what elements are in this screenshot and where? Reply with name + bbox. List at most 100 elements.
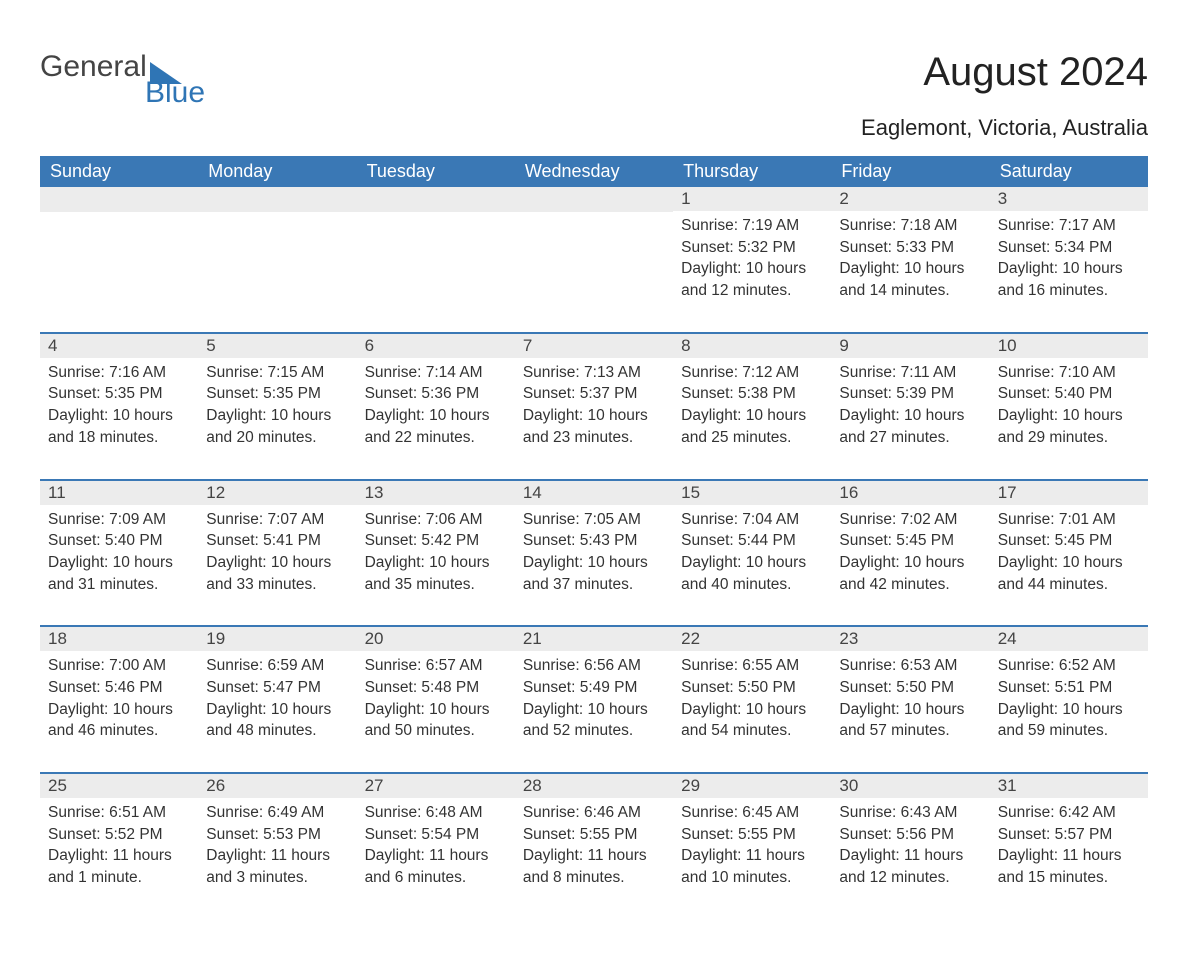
sunset-text: Sunset: 5:44 PM (681, 530, 823, 552)
day-number: 24 (990, 627, 1148, 651)
sunrise-text: Sunrise: 7:09 AM (48, 509, 190, 531)
day-number: 11 (40, 481, 198, 505)
day-cell: 17Sunrise: 7:01 AMSunset: 5:45 PMDayligh… (990, 481, 1148, 614)
day-info: Sunrise: 7:04 AMSunset: 5:44 PMDaylight:… (673, 505, 831, 596)
sunrise-text: Sunrise: 7:14 AM (365, 362, 507, 384)
day-number: 23 (831, 627, 989, 651)
sunrise-text: Sunrise: 6:56 AM (523, 655, 665, 677)
daylight-text: Daylight: 11 hours and 12 minutes. (839, 845, 981, 888)
day-number (357, 187, 515, 212)
sunset-text: Sunset: 5:40 PM (48, 530, 190, 552)
day-cell: 2Sunrise: 7:18 AMSunset: 5:33 PMDaylight… (831, 187, 989, 320)
weekday-header: Friday (831, 156, 989, 187)
daylight-text: Daylight: 10 hours and 52 minutes. (523, 699, 665, 742)
daylight-text: Daylight: 10 hours and 33 minutes. (206, 552, 348, 595)
sunset-text: Sunset: 5:34 PM (998, 237, 1140, 259)
sunset-text: Sunset: 5:55 PM (681, 824, 823, 846)
sunrise-text: Sunrise: 6:52 AM (998, 655, 1140, 677)
day-info: Sunrise: 7:16 AMSunset: 5:35 PMDaylight:… (40, 358, 198, 449)
day-number: 28 (515, 774, 673, 798)
day-info: Sunrise: 6:57 AMSunset: 5:48 PMDaylight:… (357, 651, 515, 742)
daylight-text: Daylight: 10 hours and 18 minutes. (48, 405, 190, 448)
day-info: Sunrise: 6:53 AMSunset: 5:50 PMDaylight:… (831, 651, 989, 742)
day-info: Sunrise: 6:45 AMSunset: 5:55 PMDaylight:… (673, 798, 831, 889)
day-cell: 5Sunrise: 7:15 AMSunset: 5:35 PMDaylight… (198, 334, 356, 467)
day-number: 1 (673, 187, 831, 211)
day-cell: 13Sunrise: 7:06 AMSunset: 5:42 PMDayligh… (357, 481, 515, 614)
daylight-text: Daylight: 10 hours and 25 minutes. (681, 405, 823, 448)
day-number: 13 (357, 481, 515, 505)
day-number: 4 (40, 334, 198, 358)
day-info: Sunrise: 7:18 AMSunset: 5:33 PMDaylight:… (831, 211, 989, 302)
sunset-text: Sunset: 5:39 PM (839, 383, 981, 405)
sunrise-text: Sunrise: 7:05 AM (523, 509, 665, 531)
logo-text-bottom: Blue (145, 76, 205, 110)
sunset-text: Sunset: 5:37 PM (523, 383, 665, 405)
sunrise-text: Sunrise: 6:57 AM (365, 655, 507, 677)
sunrise-text: Sunrise: 7:15 AM (206, 362, 348, 384)
sunset-text: Sunset: 5:48 PM (365, 677, 507, 699)
sunset-text: Sunset: 5:54 PM (365, 824, 507, 846)
day-cell: 10Sunrise: 7:10 AMSunset: 5:40 PMDayligh… (990, 334, 1148, 467)
day-number: 21 (515, 627, 673, 651)
daylight-text: Daylight: 10 hours and 12 minutes. (681, 258, 823, 301)
day-cell: 21Sunrise: 6:56 AMSunset: 5:49 PMDayligh… (515, 627, 673, 760)
day-info: Sunrise: 6:46 AMSunset: 5:55 PMDaylight:… (515, 798, 673, 889)
weekday-header: Sunday (40, 156, 198, 187)
day-cell: 15Sunrise: 7:04 AMSunset: 5:44 PMDayligh… (673, 481, 831, 614)
day-cell: 1Sunrise: 7:19 AMSunset: 5:32 PMDaylight… (673, 187, 831, 320)
title-block: August 2024 Eaglemont, Victoria, Austral… (861, 50, 1148, 141)
sunrise-text: Sunrise: 6:43 AM (839, 802, 981, 824)
weekday-header: Tuesday (357, 156, 515, 187)
sunset-text: Sunset: 5:38 PM (681, 383, 823, 405)
sunset-text: Sunset: 5:50 PM (839, 677, 981, 699)
day-cell (40, 187, 198, 320)
daylight-text: Daylight: 11 hours and 6 minutes. (365, 845, 507, 888)
day-info: Sunrise: 7:14 AMSunset: 5:36 PMDaylight:… (357, 358, 515, 449)
daylight-text: Daylight: 11 hours and 3 minutes. (206, 845, 348, 888)
daylight-text: Daylight: 10 hours and 50 minutes. (365, 699, 507, 742)
day-number: 31 (990, 774, 1148, 798)
day-number: 8 (673, 334, 831, 358)
sunset-text: Sunset: 5:45 PM (998, 530, 1140, 552)
day-cell: 16Sunrise: 7:02 AMSunset: 5:45 PMDayligh… (831, 481, 989, 614)
day-info: Sunrise: 7:06 AMSunset: 5:42 PMDaylight:… (357, 505, 515, 596)
daylight-text: Daylight: 10 hours and 23 minutes. (523, 405, 665, 448)
sunrise-text: Sunrise: 7:17 AM (998, 215, 1140, 237)
day-cell: 24Sunrise: 6:52 AMSunset: 5:51 PMDayligh… (990, 627, 1148, 760)
logo: General Blue (40, 50, 205, 110)
day-cell: 6Sunrise: 7:14 AMSunset: 5:36 PMDaylight… (357, 334, 515, 467)
daylight-text: Daylight: 10 hours and 37 minutes. (523, 552, 665, 595)
day-info: Sunrise: 6:52 AMSunset: 5:51 PMDaylight:… (990, 651, 1148, 742)
sunset-text: Sunset: 5:43 PM (523, 530, 665, 552)
day-number: 9 (831, 334, 989, 358)
sunset-text: Sunset: 5:50 PM (681, 677, 823, 699)
day-cell: 4Sunrise: 7:16 AMSunset: 5:35 PMDaylight… (40, 334, 198, 467)
day-number: 27 (357, 774, 515, 798)
sunset-text: Sunset: 5:47 PM (206, 677, 348, 699)
sunrise-text: Sunrise: 7:02 AM (839, 509, 981, 531)
sunset-text: Sunset: 5:42 PM (365, 530, 507, 552)
day-cell: 3Sunrise: 7:17 AMSunset: 5:34 PMDaylight… (990, 187, 1148, 320)
sunrise-text: Sunrise: 7:04 AM (681, 509, 823, 531)
day-cell (357, 187, 515, 320)
sunset-text: Sunset: 5:35 PM (206, 383, 348, 405)
day-info: Sunrise: 6:51 AMSunset: 5:52 PMDaylight:… (40, 798, 198, 889)
daylight-text: Daylight: 10 hours and 48 minutes. (206, 699, 348, 742)
daylight-text: Daylight: 10 hours and 40 minutes. (681, 552, 823, 595)
day-number: 12 (198, 481, 356, 505)
daylight-text: Daylight: 10 hours and 35 minutes. (365, 552, 507, 595)
weekday-header: Monday (198, 156, 356, 187)
day-number: 17 (990, 481, 1148, 505)
sunset-text: Sunset: 5:56 PM (839, 824, 981, 846)
day-number: 18 (40, 627, 198, 651)
sunrise-text: Sunrise: 7:00 AM (48, 655, 190, 677)
day-info: Sunrise: 6:48 AMSunset: 5:54 PMDaylight:… (357, 798, 515, 889)
daylight-text: Daylight: 10 hours and 57 minutes. (839, 699, 981, 742)
daylight-text: Daylight: 11 hours and 8 minutes. (523, 845, 665, 888)
day-info: Sunrise: 6:56 AMSunset: 5:49 PMDaylight:… (515, 651, 673, 742)
day-number: 2 (831, 187, 989, 211)
sunrise-text: Sunrise: 6:51 AM (48, 802, 190, 824)
day-cell: 19Sunrise: 6:59 AMSunset: 5:47 PMDayligh… (198, 627, 356, 760)
weekday-header-row: Sunday Monday Tuesday Wednesday Thursday… (40, 156, 1148, 187)
